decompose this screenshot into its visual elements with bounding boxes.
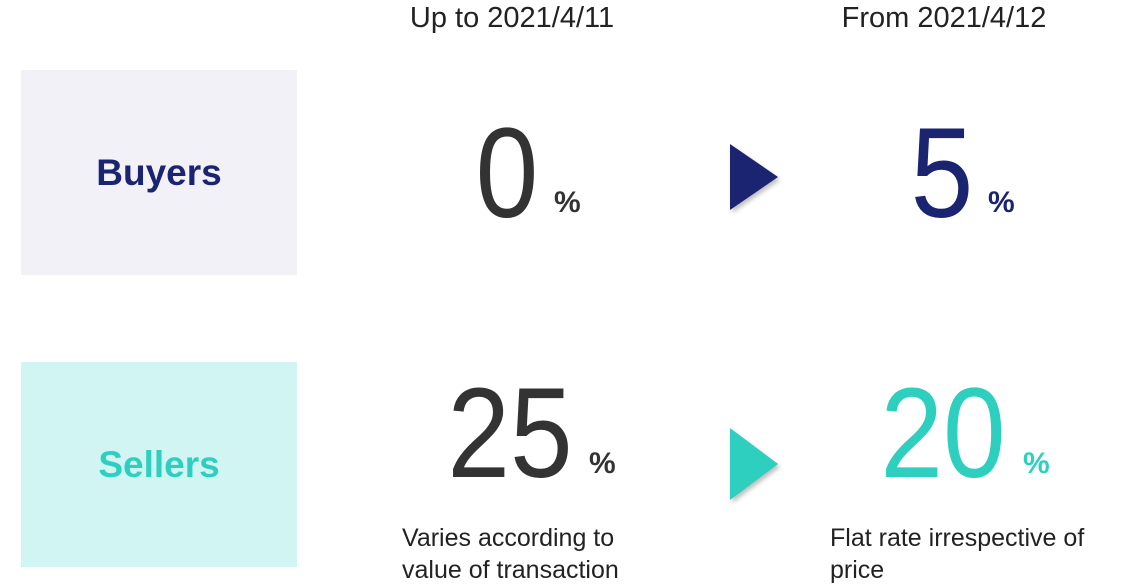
- note-line: price: [830, 556, 885, 584]
- unit: %: [554, 186, 581, 219]
- row-label: Buyers: [21, 70, 297, 275]
- column-header: From 2021/4/12: [841, 2, 1047, 34]
- unit: %: [589, 447, 616, 480]
- fee-before: 0: [475, 102, 539, 245]
- arrow: [730, 144, 778, 210]
- unit: %: [1023, 447, 1050, 480]
- fee-after: 20: [880, 362, 1006, 505]
- arrow: [730, 428, 778, 500]
- note-line: Flat rate irrespective of: [830, 524, 1085, 552]
- note: Flat rate irrespective of price: [830, 522, 1084, 586]
- unit: %: [988, 186, 1015, 219]
- note: Varies according to value of transaction: [402, 522, 619, 586]
- fee-after: 5: [910, 102, 974, 245]
- fee-before: 25: [447, 362, 573, 505]
- row-label: Sellers: [21, 362, 297, 567]
- note-line: value of transaction: [402, 556, 619, 584]
- column-header: Up to 2021/4/11: [409, 2, 615, 34]
- note-line: Varies according to: [402, 524, 615, 552]
